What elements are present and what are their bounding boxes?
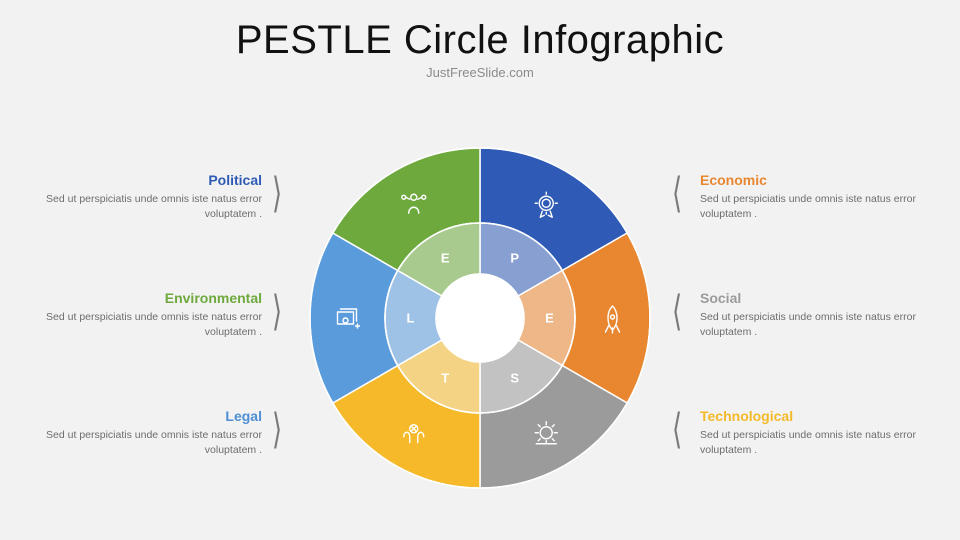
callout-body: Sed ut perspiciatis unde omnis iste natu…: [42, 310, 262, 340]
callout-environmental: Environmental Sed ut perspiciatis unde om…: [42, 290, 262, 340]
callout-body: Sed ut perspiciatis unde omnis iste natu…: [700, 192, 920, 222]
callout-label: Political: [42, 172, 262, 188]
svg-text:E: E: [441, 250, 450, 265]
callout-label: Social: [700, 290, 920, 306]
callout-label: Technological: [700, 408, 920, 424]
callout-body: Sed ut perspiciatis unde omnis iste natu…: [700, 428, 920, 458]
callout-political: Political Sed ut perspiciatis unde omnis …: [42, 172, 262, 222]
bracket-right-icon: ⟩: [272, 169, 282, 219]
bracket-left-icon: ⟨: [672, 287, 682, 337]
callout-body: Sed ut perspiciatis unde omnis iste natu…: [700, 310, 920, 340]
callout-label: Economic: [700, 172, 920, 188]
callout-economic: Economic Sed ut perspiciatis unde omnis i…: [700, 172, 920, 222]
bracket-right-icon: ⟩: [272, 287, 282, 337]
svg-text:E: E: [545, 310, 554, 325]
callout-legal: Legal Sed ut perspiciatis unde omnis iste…: [42, 408, 262, 458]
bracket-left-icon: ⟨: [672, 405, 682, 455]
stage: P E S T L E Political Sed ut perspiciatis unde…: [0, 0, 960, 540]
bracket-left-icon: ⟨: [672, 169, 682, 219]
pestle-wheel: P E S T L E: [300, 138, 660, 498]
callout-social: Social Sed ut perspiciatis unde omnis ist…: [700, 290, 920, 340]
callout-label: Legal: [42, 408, 262, 424]
svg-text:T: T: [441, 371, 449, 386]
svg-text:S: S: [510, 371, 519, 386]
callout-body: Sed ut perspiciatis unde omnis iste natu…: [42, 428, 262, 458]
callout-body: Sed ut perspiciatis unde omnis iste natu…: [42, 192, 262, 222]
svg-text:P: P: [510, 250, 519, 265]
callout-label: Environmental: [42, 290, 262, 306]
callout-technological: Technological Sed ut perspiciatis unde om…: [700, 408, 920, 458]
bracket-right-icon: ⟩: [272, 405, 282, 455]
svg-text:L: L: [407, 310, 415, 325]
